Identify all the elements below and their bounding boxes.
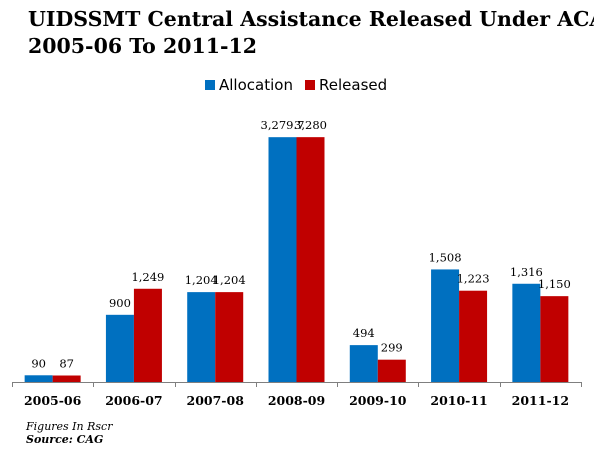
value-label-allocation-2006-07: 900 [109,296,131,310]
x-axis-labels: 2005-06 2006-07 2007-08 2008-09 2009-10 2010-… [24,393,569,408]
bar-allocation-2010-11 [431,269,460,382]
x-label-2010-11: 2010-11 [430,393,487,408]
units-note: Figures In Rscr [26,420,113,433]
bar-allocation-2007-08 [187,292,216,382]
chart-title: UIDSSMT Central Assistance Released Unde… [28,6,594,60]
bar-released-2010-11 [459,290,488,382]
value-label-allocation-2007-08: 1,204 [185,273,218,287]
legend-label-released: Released [319,76,387,94]
bar-released-2008-09 [296,137,325,382]
bar-released-2006-07 [133,288,162,382]
value-label-released-2011-12: 1,150 [538,277,571,291]
bars-group [24,137,569,382]
value-label-released-2009-10: 299 [381,341,403,355]
value-label-released-2007-08: 1,204 [213,273,246,287]
source-note: Source: CAG [26,433,104,446]
bar-allocation-2006-07 [105,314,134,382]
x-label-2005-06: 2005-06 [24,393,82,408]
bar-allocation-2009-10 [349,345,378,382]
value-label-allocation-2005-06: 90 [31,356,46,370]
value-label-allocation-2011-12: 1,316 [510,265,543,279]
value-label-released-2010-11: 1,223 [457,272,490,286]
bar-allocation-2008-09 [268,137,297,382]
bar-released-2009-10 [377,359,406,382]
x-label-2011-12: 2011-12 [512,393,569,408]
legend: Allocation Released [205,76,387,94]
value-label-allocation-2009-10: 494 [353,326,375,340]
value-label-allocation-2010-11: 1,508 [429,250,462,264]
chart-title-line-1: UIDSSMT Central Assistance Released Unde… [28,7,594,31]
bar-released-2011-12 [540,296,569,382]
legend-swatch-released [305,80,315,90]
value-label-allocation-2008-09: 3,279.7 [261,118,305,132]
x-label-2007-08: 2007-08 [187,393,245,408]
legend-label-allocation: Allocation [219,76,293,94]
x-label-2006-07: 2006-07 [105,393,162,408]
x-label-2008-09: 2008-09 [268,393,325,408]
value-label-released-2008-09: 3,280 [294,118,327,132]
value-label-released-2005-06: 87 [59,357,74,371]
bar-released-2005-06 [52,375,81,382]
bar-released-2007-08 [215,292,244,382]
chart-title-line-2: 2005-06 To 2011-12 [28,34,258,58]
bar-allocation-2005-06 [24,375,53,382]
value-label-released-2006-07: 1,249 [131,270,164,284]
legend-swatch-allocation [205,80,215,90]
x-axis-ticks [12,382,582,387]
x-label-2009-10: 2009-10 [349,393,407,408]
bar-allocation-2011-12 [512,283,541,382]
